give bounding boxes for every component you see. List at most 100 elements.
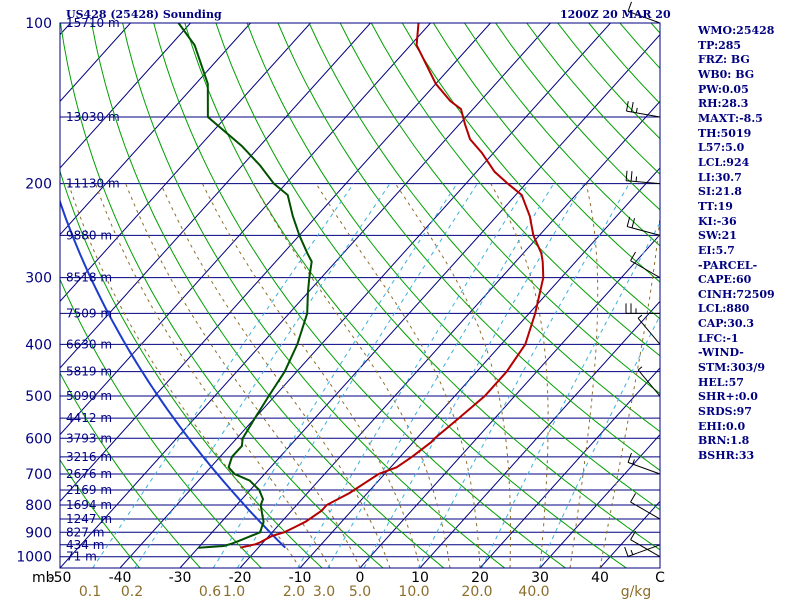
skewed-isotherms (60, 23, 660, 568)
temperature-tick-label: -10 (289, 570, 312, 586)
wind-barb (625, 170, 661, 185)
wind-barb-flag (630, 171, 633, 182)
wind-barb-staff (630, 539, 661, 558)
pressure-tick-label: 100 (25, 16, 52, 32)
isotherm-line (60, 23, 431, 436)
temperature-tick-label: C (655, 570, 665, 586)
pressure-tick-label: 500 (25, 389, 52, 405)
wind-barb-flag (624, 546, 629, 557)
wind-barb (626, 101, 661, 118)
pressure-tick-label: 700 (25, 467, 52, 483)
isotherm-line (60, 23, 491, 503)
dry-adiabat-line (91, 23, 445, 568)
index-item: LCL:880 (698, 302, 750, 316)
index-item: LFC:-1 (698, 331, 739, 345)
index-item: LI:30.7 (698, 170, 742, 184)
temperature-tick-label: 10 (411, 570, 429, 586)
mixing-ratio-line (134, 183, 391, 568)
wind-barb-flag (630, 251, 636, 261)
mixing-ratio-line (417, 183, 630, 568)
wind-barb-half-flag (632, 459, 635, 465)
moist-adiabat-line (395, 183, 511, 568)
height-label: 5090 m (66, 389, 112, 403)
height-label: 2676 m (66, 467, 112, 481)
height-label: 434 m (66, 538, 104, 552)
stability-indices: WMO:25428 TP:285 FRZ: BG WB0: BG PW:0.05 RH:2… (698, 24, 798, 464)
index-item: -PARCEL- (698, 258, 758, 272)
wind-barb-staff (630, 260, 661, 279)
wind-barb (630, 493, 661, 520)
wind-barb-flag (630, 530, 636, 540)
moist-adiabat-line (202, 183, 421, 568)
mixing-ratio-label: 40.0 (518, 584, 549, 600)
isotherm-line (60, 23, 191, 169)
wind-barb-flag (625, 170, 628, 181)
mixing-ratio-line (297, 183, 529, 568)
sounding-time: 1200Z 20 MAR 20 (560, 8, 671, 21)
index-item: SI:21.8 (698, 185, 742, 199)
index-item: EHI:0.0 (698, 419, 746, 433)
mixing-ratio-label: g/kg (621, 584, 652, 600)
index-item: -WIND- (698, 346, 744, 360)
index-item: WMO:25428 (698, 24, 775, 37)
moist-adiabat-line (569, 183, 599, 568)
height-label: 1247 m (66, 512, 112, 526)
isotherm-line (359, 233, 660, 568)
pressure-tick-label: 900 (25, 525, 52, 541)
station-title: US428 (25428) Sounding (66, 8, 222, 21)
mixing-ratio-line (236, 183, 478, 568)
height-label: 6630 m (66, 337, 112, 351)
isotherm-line (539, 433, 660, 568)
index-item: BRN:1.8 (698, 434, 750, 448)
index-item: MAXT:-8.5 (698, 111, 763, 125)
wind-barb-half-flag (630, 549, 634, 555)
moist-adiabats (68, 183, 660, 568)
wind-barb-flag (630, 493, 636, 503)
isotherm-line (179, 33, 660, 568)
index-item: WB0: BG (698, 67, 755, 81)
height-label: 11130 m (66, 177, 120, 191)
mixing-ratio-lines (92, 183, 660, 568)
temperature-tick-label: -30 (169, 570, 192, 586)
index-item: CAP:30.3 (698, 317, 755, 331)
index-item: KI:-36 (698, 214, 737, 228)
wind-barb-flag (631, 218, 636, 229)
index-item: LCL:924 (698, 155, 750, 169)
wind-barb-staff (627, 226, 661, 236)
mixing-ratio-line (212, 183, 458, 568)
mixing-ratio-label: 3.0 (313, 584, 335, 600)
mixing-ratio-line (327, 183, 555, 568)
wind-barb-staff (627, 461, 661, 475)
mixing-ratio-label: 20.0 (461, 584, 492, 600)
dry-adiabat-line (215, 23, 660, 551)
mixing-ratio-label: 0.2 (121, 584, 143, 600)
index-item: SHR+:0.0 (698, 390, 758, 404)
moist-adiabat-line (160, 183, 391, 568)
mixing-ratio-label: 5.0 (349, 584, 371, 600)
mixing-ratio-line (92, 183, 355, 568)
wind-barb-flag (626, 101, 629, 112)
mixing-ratio-label: 10.0 (398, 584, 429, 600)
height-label: 8518 m (66, 271, 112, 285)
isotherm-line (60, 23, 251, 236)
index-item: STM:303/9 (698, 361, 765, 375)
dry-adiabat-line (122, 23, 506, 568)
pressure-tick-label: 1000 (16, 550, 52, 566)
wind-barb (630, 251, 661, 279)
dry-adiabat-line (432, 23, 660, 283)
dry-adiabat-line (153, 23, 566, 568)
parcel-trace (60, 198, 286, 549)
mixing-ratio-label: 2.0 (283, 584, 305, 600)
moist-adiabat-line (490, 183, 549, 568)
index-item: FRZ: BG (698, 53, 750, 67)
pressure-tick-label: 400 (25, 337, 52, 353)
temperature-line (240, 23, 545, 549)
index-item: RH:28.3 (698, 97, 749, 111)
dry-adiabat-line (339, 23, 660, 395)
height-label: 7509 m (66, 306, 112, 320)
wind-barb-flag (627, 452, 632, 463)
wind-barb-staff (637, 369, 661, 397)
temperature-tick-label: -40 (109, 570, 132, 586)
